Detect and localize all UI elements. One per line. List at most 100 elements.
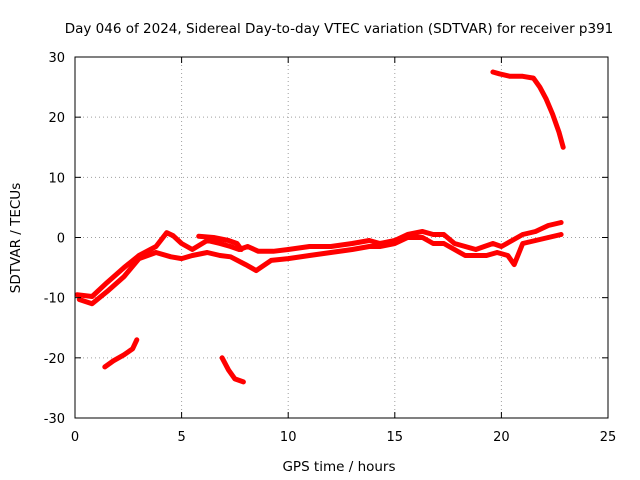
data-point bbox=[509, 238, 515, 243]
data-point bbox=[179, 241, 184, 246]
data-point bbox=[431, 241, 436, 246]
y-tick-label: -20 bbox=[44, 352, 65, 367]
data-point bbox=[211, 235, 216, 240]
data-point bbox=[205, 250, 210, 255]
y-tick-label: 20 bbox=[48, 111, 65, 126]
data-point bbox=[89, 301, 95, 306]
x-tick-labels: 0 5 10 15 20 25 bbox=[71, 430, 616, 445]
grid bbox=[75, 57, 608, 418]
data-point bbox=[533, 238, 538, 243]
data-point bbox=[74, 292, 80, 297]
data-point bbox=[531, 75, 536, 81]
data-point bbox=[226, 238, 231, 243]
data-point bbox=[546, 235, 551, 240]
data-point bbox=[104, 289, 110, 294]
data-point bbox=[241, 379, 246, 385]
axis-ticks bbox=[74, 56, 609, 419]
data-point bbox=[367, 244, 372, 249]
data-point bbox=[490, 241, 496, 246]
series-segment-7-8h bbox=[219, 355, 246, 385]
data-point bbox=[520, 241, 525, 246]
series-segment-1-3h bbox=[102, 337, 140, 370]
x-tick-label: 5 bbox=[177, 430, 185, 445]
data-point bbox=[286, 247, 291, 252]
data-point bbox=[228, 244, 233, 249]
data-point bbox=[271, 249, 276, 254]
data-point bbox=[494, 250, 500, 255]
data-point bbox=[196, 234, 201, 239]
y-tick-labels: -30 -20 -10 0 10 20 30 bbox=[44, 51, 65, 427]
data-point bbox=[473, 253, 478, 258]
y-tick-label: 0 bbox=[57, 232, 65, 247]
data-point bbox=[254, 268, 259, 273]
data-point bbox=[561, 145, 566, 150]
data-point bbox=[136, 256, 142, 261]
data-point bbox=[520, 74, 525, 79]
x-tick-label: 15 bbox=[387, 430, 404, 445]
data-point bbox=[520, 232, 525, 237]
data-point bbox=[190, 247, 195, 252]
data-point bbox=[268, 258, 274, 263]
data-point bbox=[307, 253, 312, 258]
data-point bbox=[77, 297, 82, 302]
x-tick-label: 0 bbox=[71, 430, 79, 445]
y-tick-label: 10 bbox=[48, 171, 65, 186]
data-point bbox=[102, 364, 108, 370]
data-point bbox=[217, 241, 223, 246]
data-point bbox=[134, 337, 139, 342]
data-point bbox=[286, 256, 291, 261]
y-axis-label: SDTVAR / TECUs bbox=[8, 183, 24, 293]
data-point bbox=[168, 254, 174, 259]
x-tick-label: 20 bbox=[493, 430, 510, 445]
data-point bbox=[463, 253, 468, 258]
data-point bbox=[89, 294, 95, 299]
data-point bbox=[104, 280, 110, 285]
data-point bbox=[544, 96, 549, 102]
series-group bbox=[74, 69, 566, 385]
y-tick-label: 30 bbox=[48, 51, 65, 66]
data-point bbox=[499, 244, 504, 249]
chart-title: Day 046 of 2024, Sidereal Day-to-day VTE… bbox=[65, 21, 614, 37]
data-point bbox=[256, 249, 261, 254]
x-axis-label: GPS time / hours bbox=[282, 459, 395, 475]
data-point bbox=[484, 253, 489, 258]
data-point bbox=[239, 247, 244, 252]
series-main-band-upper bbox=[74, 220, 564, 299]
data-point bbox=[307, 244, 312, 249]
data-point bbox=[328, 244, 333, 249]
data-point bbox=[170, 233, 176, 238]
data-point bbox=[179, 256, 184, 261]
data-point bbox=[441, 232, 446, 237]
data-point bbox=[537, 84, 542, 90]
data-point bbox=[153, 244, 159, 249]
data-point bbox=[234, 241, 240, 246]
plot-frame bbox=[74, 56, 609, 419]
data-point bbox=[452, 247, 457, 252]
data-point bbox=[463, 244, 468, 249]
data-point bbox=[111, 358, 116, 363]
data-point bbox=[121, 274, 127, 279]
data-point bbox=[482, 244, 487, 249]
data-point bbox=[533, 229, 538, 234]
data-point bbox=[452, 241, 457, 246]
data-point bbox=[512, 262, 517, 267]
data-point bbox=[558, 232, 564, 237]
data-point bbox=[153, 250, 159, 255]
data-point bbox=[232, 376, 238, 382]
data-point bbox=[130, 346, 135, 351]
data-point bbox=[328, 250, 333, 255]
data-point bbox=[121, 265, 127, 270]
data-point bbox=[473, 247, 478, 252]
data-point bbox=[367, 238, 372, 243]
data-point bbox=[217, 253, 223, 258]
data-point bbox=[190, 253, 195, 258]
y-tick-label: -10 bbox=[44, 292, 65, 307]
x-tick-label: 10 bbox=[280, 430, 297, 445]
data-point bbox=[405, 235, 410, 240]
data-point bbox=[350, 247, 355, 252]
data-point bbox=[420, 235, 425, 240]
data-point bbox=[219, 355, 225, 360]
data-point bbox=[245, 244, 250, 249]
data-point bbox=[505, 253, 510, 258]
